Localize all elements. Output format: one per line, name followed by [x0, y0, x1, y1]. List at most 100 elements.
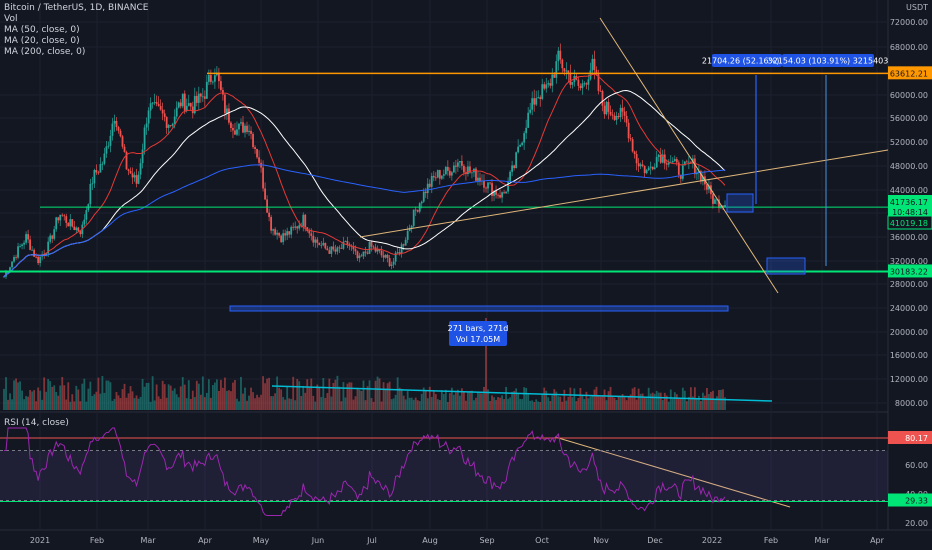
rsi-tick[interactable]: 20.00: [905, 519, 928, 528]
rsi-upper-tag: 80.17: [905, 434, 928, 443]
price-tick[interactable]: 12000.00: [890, 375, 928, 384]
time-label-feb[interactable]: Feb: [90, 536, 104, 545]
candle-body: [324, 242, 327, 249]
rsi-trendline[interactable]: [554, 436, 791, 508]
candle-body: [565, 70, 568, 72]
time-label-2021[interactable]: 2021: [30, 536, 50, 545]
volume-bar: [93, 394, 96, 410]
time-label-dec[interactable]: Dec: [647, 536, 662, 545]
time-label-jul[interactable]: Jul: [366, 536, 377, 545]
descending-trendline[interactable]: [599, 17, 779, 294]
time-label-sep[interactable]: Sep: [479, 536, 494, 545]
candle-body: [244, 125, 246, 133]
price-tick[interactable]: 48000.00: [890, 162, 928, 171]
measure-box-2[interactable]: [766, 257, 806, 275]
price-tick[interactable]: 52000.00: [890, 138, 928, 147]
volume-bar: [119, 398, 122, 410]
ma50-legend[interactable]: MA (50, close, 0): [4, 25, 80, 35]
candle-body: [83, 219, 86, 225]
time-label-nov[interactable]: Nov: [593, 536, 609, 545]
symbol-title[interactable]: Bitcoin / TetherUS, 1D, BINANCE: [4, 3, 149, 13]
volume-bar: [507, 398, 509, 410]
candle-body: [551, 74, 554, 86]
candle-body: [159, 106, 162, 110]
time-label-feb[interactable]: Feb: [764, 536, 778, 545]
volume-bar: [511, 391, 514, 410]
volume-bar: [479, 393, 481, 410]
price-axis[interactable]: 72000.00 68000.00 60000.00 56000.00 52000.00…: [890, 18, 928, 528]
ascending-trendline[interactable]: [359, 149, 889, 238]
vol-legend[interactable]: Vol: [4, 14, 18, 24]
candle-body: [513, 165, 516, 169]
candle-body: [302, 214, 305, 227]
price-tick[interactable]: 8000.00: [895, 399, 928, 408]
volume-bar: [326, 393, 329, 410]
candle-body: [463, 165, 465, 173]
candle-body: [479, 177, 481, 182]
rsi-tick[interactable]: 60.00: [905, 461, 928, 470]
volume-bar: [213, 382, 216, 410]
time-label-mar[interactable]: Mar: [140, 536, 156, 545]
candle-body: [298, 225, 301, 229]
volume-bar: [362, 380, 365, 410]
price-tick[interactable]: 36000.00: [890, 233, 928, 242]
candle-body: [555, 61, 558, 78]
candle-body: [13, 257, 15, 262]
time-label-mar[interactable]: Mar: [814, 536, 830, 545]
time-label-2022[interactable]: 2022: [702, 536, 722, 545]
candle-body: [201, 96, 204, 98]
rsi-legend[interactable]: RSI (14, close): [4, 418, 69, 428]
chart-legend[interactable]: Bitcoin / TetherUS, 1D, BINANCE Vol MA (…: [4, 3, 148, 58]
volume-bar: [545, 390, 548, 410]
price-tick[interactable]: 68000.00: [890, 43, 928, 52]
price-tick[interactable]: 44000.00: [890, 186, 928, 195]
volume-bar: [372, 401, 375, 410]
volume-bar: [278, 387, 281, 410]
ma200-legend[interactable]: MA (200, close, 0): [4, 47, 86, 57]
volume-bar: [143, 386, 146, 410]
price-tick[interactable]: 16000.00: [890, 351, 928, 360]
time-label-may[interactable]: May: [253, 536, 270, 545]
last-price-tag-bg: [888, 195, 932, 208]
price-tick[interactable]: 24000.00: [890, 304, 928, 313]
volume-bar: [105, 380, 108, 410]
time-label-jun[interactable]: Jun: [311, 536, 325, 545]
volume-bar: [625, 400, 628, 410]
candle-body: [294, 226, 297, 228]
price-tick[interactable]: 28000.00: [890, 280, 928, 289]
price-tick[interactable]: 60000.00: [890, 91, 928, 100]
price-tick[interactable]: 56000.00: [890, 114, 928, 123]
price-tick[interactable]: 32000.00: [890, 257, 928, 266]
candle-body: [97, 172, 100, 174]
price-tick[interactable]: 20000.00: [890, 328, 928, 337]
measure-box-1[interactable]: [726, 193, 754, 213]
time-label-aug[interactable]: Aug: [422, 536, 438, 545]
candle-body: [228, 108, 230, 123]
candle-body: [370, 241, 373, 247]
volume-bar: [304, 392, 307, 410]
candle-body: [489, 182, 491, 184]
date-range-bar[interactable]: [229, 305, 729, 312]
time-axis[interactable]: 2021 Feb Mar Apr May Jun Jul Aug Sep Oct Nov Dec 202…: [30, 536, 885, 545]
volume-bar: [444, 389, 447, 410]
candle-body: [93, 169, 96, 184]
time-label-apr[interactable]: Apr: [198, 536, 213, 545]
volume-trendline[interactable]: [271, 385, 773, 402]
price-tick[interactable]: 72000.00: [890, 18, 928, 27]
candle-body: [461, 161, 463, 166]
volume-bar: [605, 400, 608, 410]
volume-bar: [647, 387, 650, 410]
volume-bar: [483, 386, 485, 410]
volume-bar: [675, 394, 678, 410]
volume-bar: [360, 390, 363, 410]
candle-body: [264, 188, 266, 200]
volume-bar: [390, 399, 393, 410]
time-label-apr[interactable]: Apr: [870, 536, 885, 545]
volume-bar: [171, 390, 174, 410]
volume-bar: [43, 377, 46, 410]
candle-body: [635, 154, 638, 164]
ma20-legend[interactable]: MA (20, close, 0): [4, 36, 80, 46]
time-label-oct[interactable]: Oct: [535, 536, 549, 545]
